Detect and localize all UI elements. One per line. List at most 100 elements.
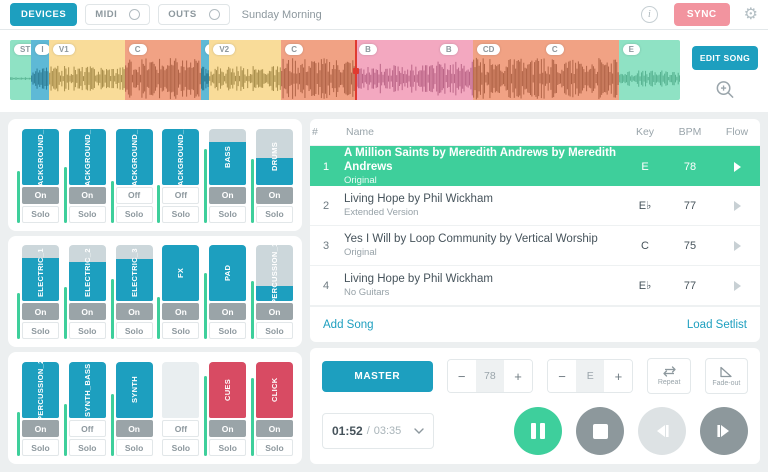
power-button-drums[interactable]: On [255, 186, 293, 204]
song-section-b-7[interactable]: B [355, 40, 436, 100]
power-button-fx[interactable]: On [162, 303, 200, 321]
song-row-1[interactable]: 1 A Million Saints by Meredith Andrews by… [310, 146, 760, 186]
fader-click[interactable]: CLICK [255, 362, 293, 419]
solo-button-background[interactable]: Solo [68, 205, 106, 223]
power-button-percussion-2[interactable]: On [22, 420, 59, 438]
solo-button-percussion-1[interactable]: Solo [255, 322, 293, 340]
power-button-background[interactable]: On [22, 186, 59, 204]
key-minus-button[interactable]: − [548, 360, 577, 392]
song-row-3[interactable]: 3 Yes I Will by Loop Community by Vertica… [310, 226, 760, 266]
zoom-in-icon[interactable] [714, 79, 736, 100]
previous-section-button[interactable] [638, 407, 686, 455]
flow-play-icon[interactable] [733, 240, 741, 251]
song-section-c-3[interactable]: C [124, 40, 201, 100]
power-button-background[interactable]: Off [115, 186, 153, 204]
power-button-electric-1[interactable]: On [22, 303, 59, 321]
power-button-synth-bass[interactable]: Off [68, 420, 106, 438]
solo-button-empty[interactable]: Solo [162, 439, 200, 457]
song-section-st-0[interactable]: ST [10, 40, 32, 100]
song-section-c-6[interactable]: C [281, 40, 356, 100]
power-button-bass[interactable]: On [209, 186, 247, 204]
solo-button-pad[interactable]: Solo [209, 322, 247, 340]
song-section-cd-9[interactable]: CD [472, 40, 542, 100]
fader-percussion-2[interactable]: PERCUSSION_2 [22, 362, 59, 419]
fade-out-button[interactable]: Fade-out [704, 358, 748, 394]
load-setlist-link[interactable]: Load Setlist [686, 318, 747, 331]
song-row-2[interactable]: 2 Living Hope by Phil Wickham Extended Ver… [310, 186, 760, 226]
outs-radio-icon[interactable] [208, 9, 220, 20]
fader-pad[interactable]: PAD [209, 245, 247, 302]
power-button-electric-2[interactable]: On [68, 303, 106, 321]
song-section-c-10[interactable]: C [541, 40, 619, 100]
key-plus-button[interactable]: + [604, 360, 633, 392]
flow-play-icon[interactable] [733, 161, 741, 172]
fader-background[interactable]: BACKGROUND_... [68, 128, 106, 185]
flow-play-icon[interactable] [733, 200, 741, 211]
fader-empty[interactable] [162, 362, 200, 419]
bpm-minus-button[interactable]: − [447, 360, 476, 392]
fader-background[interactable]: BACKGROUND_... [115, 128, 153, 185]
song-row-4[interactable]: 4 Living Hope by Phil Wickham No Guitars E♭… [310, 266, 760, 306]
solo-button-percussion-2[interactable]: Solo [22, 439, 59, 457]
fader-cues[interactable]: CUES [209, 362, 247, 419]
solo-button-bass[interactable]: Solo [209, 205, 247, 223]
song-version: Extended Version [344, 206, 419, 218]
song-section-i-1[interactable]: I [31, 40, 49, 100]
power-button-background[interactable]: On [68, 186, 106, 204]
playhead[interactable] [353, 40, 360, 100]
fader-bass[interactable]: BASS [209, 128, 247, 185]
solo-button-synth-bass[interactable]: Solo [68, 439, 106, 457]
fader-synth-bass[interactable]: SYNTH_BASS [68, 362, 106, 419]
pause-button[interactable] [514, 407, 562, 455]
solo-button-electric-3[interactable]: Solo [115, 322, 153, 340]
fader-synth[interactable]: SYNTH [115, 362, 153, 419]
solo-button-drums[interactable]: Solo [255, 205, 293, 223]
solo-button-cues[interactable]: Solo [209, 439, 247, 457]
song-section-t-4[interactable]: T [200, 40, 210, 100]
fader-electric-2[interactable]: ELECTRIC_2 [68, 245, 106, 302]
power-button-electric-3[interactable]: On [115, 303, 153, 321]
solo-button-click[interactable]: Solo [255, 439, 293, 457]
fader-electric-1[interactable]: ELECTRIC_1 [22, 245, 59, 302]
master-button[interactable]: MASTER [322, 360, 433, 392]
flow-play-icon[interactable] [733, 280, 741, 291]
power-button-synth[interactable]: On [115, 420, 153, 438]
fader-fx[interactable]: FX [162, 245, 200, 302]
info-icon[interactable]: i [640, 6, 658, 23]
solo-button-electric-1[interactable]: Solo [22, 322, 59, 340]
song-section-v1-2[interactable]: V1 [48, 40, 125, 100]
fader-background[interactable]: BACKGROUND_... [22, 128, 59, 185]
bpm-plus-button[interactable]: + [504, 360, 533, 392]
fader-background[interactable]: BACKGROUND_... [162, 128, 200, 185]
solo-button-background[interactable]: Solo [22, 205, 59, 223]
settings-gear-icon[interactable]: ⚙ [743, 5, 758, 23]
power-button-percussion-1[interactable]: On [255, 303, 293, 321]
solo-button-background[interactable]: Solo [115, 205, 153, 223]
outs-toggle[interactable]: OUTS [158, 4, 230, 25]
fader-electric-3[interactable]: ELECTRIC_3 [115, 245, 153, 302]
song-section-v2-5[interactable]: V2 [209, 40, 282, 100]
devices-button[interactable]: DEVICES [10, 3, 78, 26]
song-section-e-11[interactable]: E [618, 40, 680, 100]
solo-button-background[interactable]: Solo [162, 205, 200, 223]
next-section-button[interactable] [700, 407, 748, 455]
fader-percussion-1[interactable]: PERCUSSION_1 [255, 245, 293, 302]
power-button-click[interactable]: On [255, 420, 293, 438]
add-song-link[interactable]: Add Song [323, 318, 374, 331]
sync-button[interactable]: SYNC [673, 3, 730, 26]
solo-button-synth[interactable]: Solo [115, 439, 153, 457]
repeat-button[interactable]: Repeat [647, 358, 691, 394]
power-button-pad[interactable]: On [209, 303, 247, 321]
stop-button[interactable] [576, 407, 624, 455]
midi-radio-icon[interactable] [129, 9, 141, 20]
song-section-b-8[interactable]: B [435, 40, 473, 100]
time-display-dropdown[interactable]: 01:52 / 03:35 [322, 413, 434, 449]
solo-button-fx[interactable]: Solo [162, 322, 200, 340]
edit-song-button[interactable]: EDIT SONG [692, 46, 758, 70]
solo-button-electric-2[interactable]: Solo [68, 322, 106, 340]
fader-drums[interactable]: DRUMS [255, 128, 293, 185]
power-button-empty[interactable]: Off [162, 420, 200, 438]
power-button-cues[interactable]: On [209, 420, 247, 438]
power-button-background[interactable]: Off [162, 186, 200, 204]
midi-toggle[interactable]: MIDI [85, 4, 151, 25]
